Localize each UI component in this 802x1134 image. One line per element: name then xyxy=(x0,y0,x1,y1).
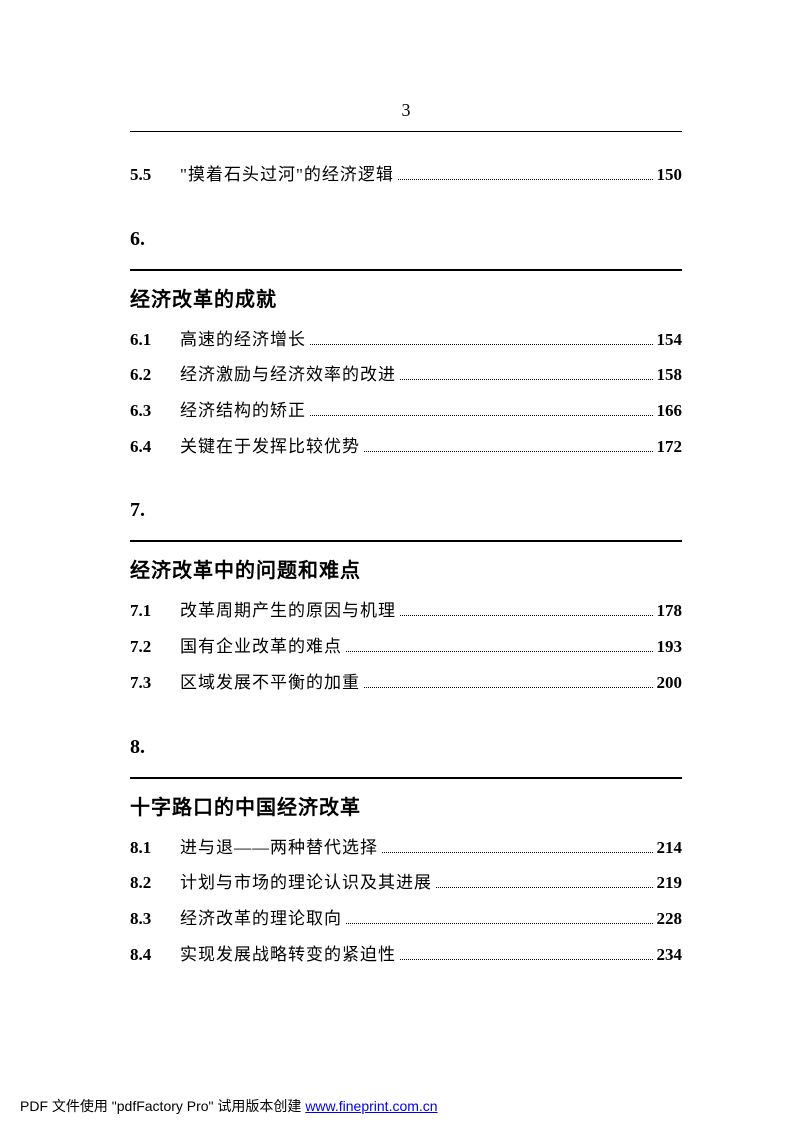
entry-number: 5.5 xyxy=(130,157,180,193)
entry-page: 150 xyxy=(657,157,683,193)
toc-entry: 6.1高速的经济增长 154 xyxy=(130,322,682,358)
chapter-rule xyxy=(130,540,682,542)
entry-title: 进与退——两种替代选择 xyxy=(180,830,378,866)
entry-title: 关键在于发挥比较优势 xyxy=(180,429,360,465)
entry-page: 154 xyxy=(657,322,683,358)
entry-number: 8.1 xyxy=(130,830,180,866)
dot-leader xyxy=(364,687,653,688)
entry-page: 172 xyxy=(657,429,683,465)
entry-number: 8.3 xyxy=(130,901,180,937)
entry-number: 6.4 xyxy=(130,429,180,465)
footer-text: PDF 文件使用 "pdfFactory Pro" 试用版本创建 xyxy=(20,1098,305,1114)
entry-page: 219 xyxy=(657,865,683,901)
entry-page: 193 xyxy=(657,629,683,665)
entry-title: 改革周期产生的原因与机理 xyxy=(180,593,396,629)
entry-title: "摸着石头过河"的经济逻辑 xyxy=(180,157,394,193)
table-of-contents: 5.5"摸着石头过河"的经济逻辑 150 6. 经济改革的成就 6.1高速的经济增长 15… xyxy=(130,157,682,972)
entry-number: 6.3 xyxy=(130,393,180,429)
toc-entry: 6.2经济激励与经济效率的改进 158 xyxy=(130,357,682,393)
entry-title: 国有企业改革的难点 xyxy=(180,629,342,665)
toc-entry: 7.3区域发展不平衡的加重 200 xyxy=(130,665,682,701)
chapter-number: 8. xyxy=(130,736,682,759)
entry-number: 6.2 xyxy=(130,357,180,393)
dot-leader xyxy=(382,852,653,853)
entry-title: 经济改革的理论取向 xyxy=(180,901,342,937)
chapter-number: 6. xyxy=(130,228,682,251)
toc-entry: 7.1改革周期产生的原因与机理 178 xyxy=(130,593,682,629)
dot-leader xyxy=(400,959,653,960)
footer-link[interactable]: www.fineprint.com.cn xyxy=(305,1098,437,1114)
dot-leader xyxy=(346,923,653,924)
dot-leader xyxy=(310,344,653,345)
entry-title: 计划与市场的理论认识及其进展 xyxy=(180,865,432,901)
entry-page: 228 xyxy=(657,901,683,937)
toc-entry: 8.4实现发展战略转变的紧迫性 234 xyxy=(130,937,682,973)
dot-leader xyxy=(364,451,653,452)
chapter-number: 7. xyxy=(130,499,682,522)
page-number: 3 xyxy=(130,100,682,121)
entry-title: 高速的经济增长 xyxy=(180,322,306,358)
entry-page: 166 xyxy=(657,393,683,429)
entry-page: 178 xyxy=(657,593,683,629)
dot-leader xyxy=(310,415,653,416)
toc-entry: 6.4关键在于发挥比较优势 172 xyxy=(130,429,682,465)
dot-leader xyxy=(400,379,653,380)
top-rule xyxy=(130,131,682,132)
dot-leader xyxy=(346,651,653,652)
entry-title: 区域发展不平衡的加重 xyxy=(180,665,360,701)
dot-leader xyxy=(398,179,653,180)
entry-number: 7.1 xyxy=(130,593,180,629)
toc-entry: 7.2国有企业改革的难点 193 xyxy=(130,629,682,665)
dot-leader xyxy=(400,615,653,616)
toc-entry: 8.3经济改革的理论取向 228 xyxy=(130,901,682,937)
entry-page: 214 xyxy=(657,830,683,866)
dot-leader xyxy=(436,887,653,888)
entry-title: 实现发展战略转变的紧迫性 xyxy=(180,937,396,973)
toc-entry: 5.5"摸着石头过河"的经济逻辑 150 xyxy=(130,157,682,193)
entry-page: 234 xyxy=(657,937,683,973)
entry-title: 经济激励与经济效率的改进 xyxy=(180,357,396,393)
chapter-title: 十字路口的中国经济改革 xyxy=(130,791,682,820)
entry-number: 8.4 xyxy=(130,937,180,973)
chapter-rule xyxy=(130,777,682,779)
pdf-footer: PDF 文件使用 "pdfFactory Pro" 试用版本创建 www.fin… xyxy=(20,1096,438,1116)
entry-page: 200 xyxy=(657,665,683,701)
toc-entry: 8.2计划与市场的理论认识及其进展 219 xyxy=(130,865,682,901)
entry-number: 7.3 xyxy=(130,665,180,701)
entry-number: 8.2 xyxy=(130,865,180,901)
entry-number: 7.2 xyxy=(130,629,180,665)
toc-entry: 8.1进与退——两种替代选择 214 xyxy=(130,830,682,866)
entry-number: 6.1 xyxy=(130,322,180,358)
chapter-rule xyxy=(130,269,682,271)
entry-page: 158 xyxy=(657,357,683,393)
toc-entry: 6.3经济结构的矫正 166 xyxy=(130,393,682,429)
entry-title: 经济结构的矫正 xyxy=(180,393,306,429)
document-page: 3 5.5"摸着石头过河"的经济逻辑 150 6. 经济改革的成就 6.1高速的经济增长… xyxy=(0,0,802,1032)
chapter-title: 经济改革的成就 xyxy=(130,283,682,312)
chapter-title: 经济改革中的问题和难点 xyxy=(130,554,682,583)
